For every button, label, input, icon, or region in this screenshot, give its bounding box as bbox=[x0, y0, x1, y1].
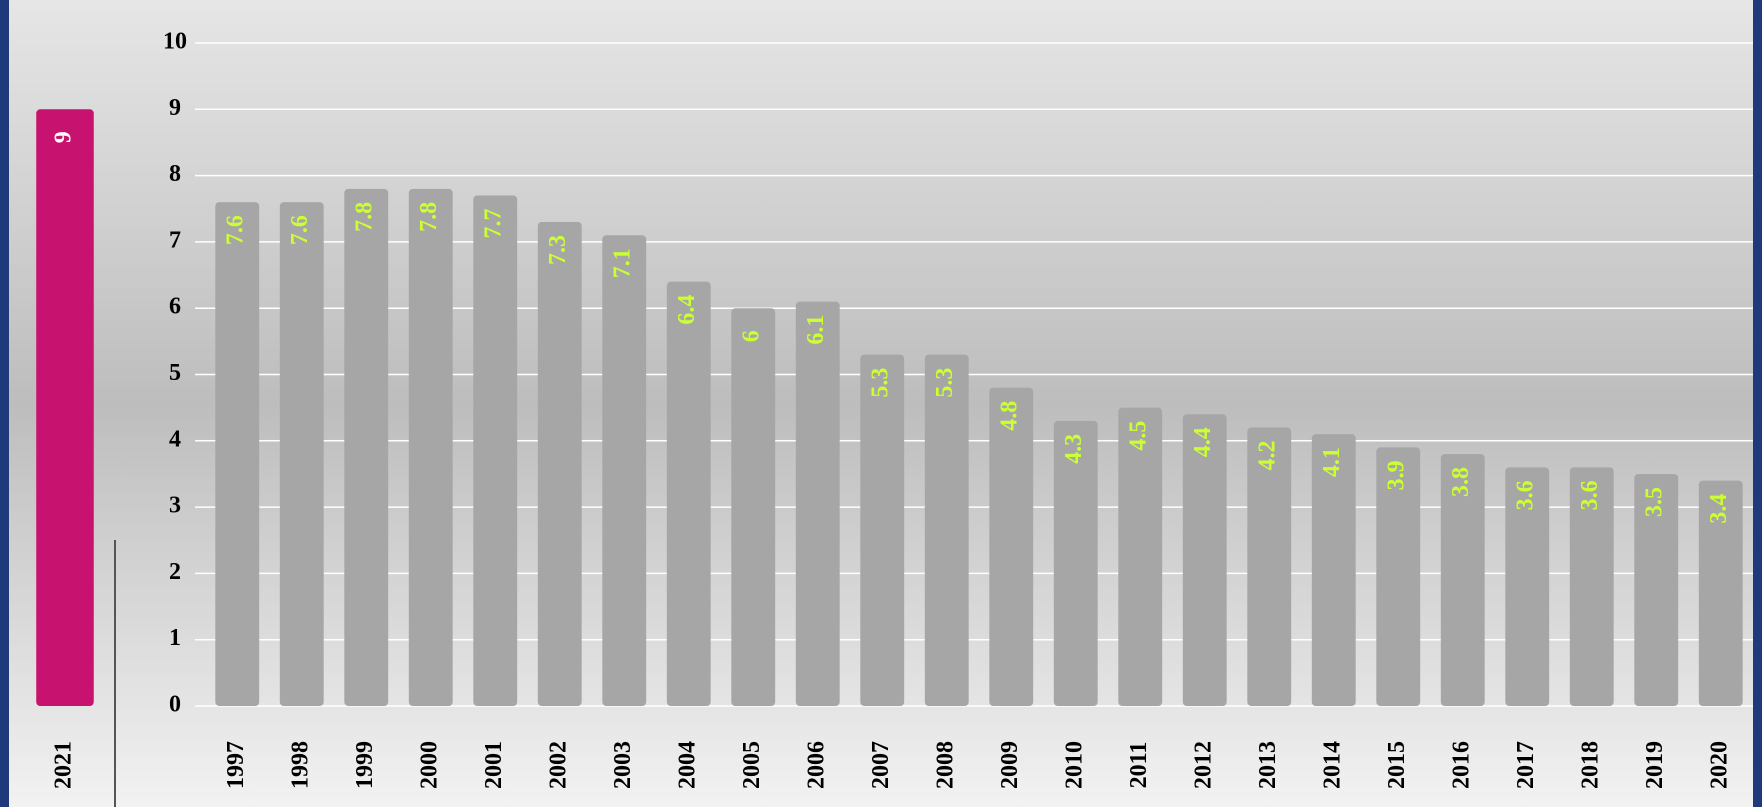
y-tick-label: 1 bbox=[169, 625, 181, 651]
bar bbox=[667, 282, 711, 706]
bar bbox=[409, 189, 453, 706]
bar bbox=[473, 195, 517, 706]
data-label: 3.6 bbox=[1577, 480, 1603, 510]
data-label: 4.2 bbox=[1255, 441, 1281, 471]
x-tick-label: 2016 bbox=[1448, 741, 1474, 789]
y-tick-label: 8 bbox=[169, 161, 181, 187]
x-tick-label: 2012 bbox=[1190, 741, 1216, 789]
bar bbox=[796, 302, 840, 706]
data-label: 4.3 bbox=[1061, 434, 1087, 464]
x-tick-label: 2017 bbox=[1513, 741, 1539, 789]
bar bbox=[860, 355, 904, 706]
x-tick-label: 2019 bbox=[1642, 741, 1668, 789]
data-label: 7.7 bbox=[481, 208, 507, 238]
x-tick-label: 1997 bbox=[223, 741, 249, 789]
x-tick-label: 2009 bbox=[997, 741, 1023, 789]
y-tick-label: 4 bbox=[169, 426, 181, 452]
x-tick-label: 2007 bbox=[868, 741, 894, 789]
data-label: 7.8 bbox=[416, 202, 442, 232]
y-tick-label: 3 bbox=[169, 493, 181, 519]
x-tick-label: 2020 bbox=[1706, 741, 1732, 789]
y-tick-label: 6 bbox=[169, 294, 181, 320]
data-label: 3.5 bbox=[1642, 487, 1668, 517]
x-tick-label: 2013 bbox=[1255, 741, 1281, 789]
data-label: 7.1 bbox=[610, 248, 636, 278]
y-tick-label: 7 bbox=[169, 227, 181, 253]
bar bbox=[602, 235, 646, 706]
data-label: 5.3 bbox=[932, 368, 958, 398]
data-label: 4.8 bbox=[997, 401, 1023, 431]
data-label: 7.6 bbox=[287, 215, 313, 245]
bar bbox=[731, 308, 775, 706]
bar bbox=[538, 222, 582, 706]
data-label: 6.1 bbox=[803, 315, 829, 345]
x-tick-label: 2015 bbox=[1384, 741, 1410, 789]
bar bbox=[344, 189, 388, 706]
bar bbox=[989, 388, 1033, 706]
data-label: 7.8 bbox=[352, 202, 378, 232]
bar bbox=[36, 109, 94, 706]
data-label: 7.3 bbox=[545, 235, 571, 265]
bar bbox=[1118, 408, 1162, 706]
bar bbox=[280, 202, 324, 706]
data-label: 6 bbox=[739, 330, 765, 342]
x-tick-label: 2018 bbox=[1577, 741, 1603, 789]
data-label: 4.1 bbox=[1319, 447, 1345, 477]
x-tick-label: 1998 bbox=[287, 741, 313, 789]
data-label: 3.9 bbox=[1384, 460, 1410, 490]
x-tick-label: 2003 bbox=[610, 741, 636, 789]
x-tick-label: 2010 bbox=[1061, 741, 1087, 789]
x-tick-label: 2000 bbox=[416, 741, 442, 789]
chart: 9 2021 0 1 2 3 4 5 6 7 8 9 10 7.6 1997 7.6 1998 7.8 1999 7.… bbox=[0, 0, 1762, 807]
data-label: 4.5 bbox=[1126, 421, 1152, 451]
y-tick-label: 0 bbox=[169, 692, 181, 718]
x-tick-label: 2006 bbox=[803, 741, 829, 789]
data-label: 9 bbox=[51, 131, 77, 143]
x-tick-label: 2011 bbox=[1126, 742, 1152, 789]
bar bbox=[215, 202, 259, 706]
data-label: 7.6 bbox=[223, 215, 249, 245]
data-label: 5.3 bbox=[868, 368, 894, 398]
x-tick-label: 2004 bbox=[674, 741, 700, 789]
x-tick-label: 2002 bbox=[545, 741, 571, 789]
data-label: 3.4 bbox=[1706, 494, 1732, 524]
y-tick-label: 9 bbox=[169, 95, 181, 121]
bar bbox=[925, 355, 969, 706]
data-label: 3.6 bbox=[1513, 480, 1539, 510]
x-tick-label: 2001 bbox=[481, 741, 507, 789]
y-tick-label: 2 bbox=[169, 559, 181, 585]
x-tick-label: 2021 bbox=[51, 741, 77, 789]
y-tick-label: 10 bbox=[163, 29, 187, 55]
x-tick-label: 2005 bbox=[739, 741, 765, 789]
data-label: 4.4 bbox=[1190, 427, 1216, 457]
x-tick-label: 2008 bbox=[932, 741, 958, 789]
x-tick-label: 1999 bbox=[352, 741, 378, 789]
data-label: 3.8 bbox=[1448, 467, 1474, 497]
data-label: 6.4 bbox=[674, 295, 700, 325]
x-tick-label: 2014 bbox=[1319, 741, 1345, 789]
y-tick-label: 5 bbox=[169, 360, 181, 386]
